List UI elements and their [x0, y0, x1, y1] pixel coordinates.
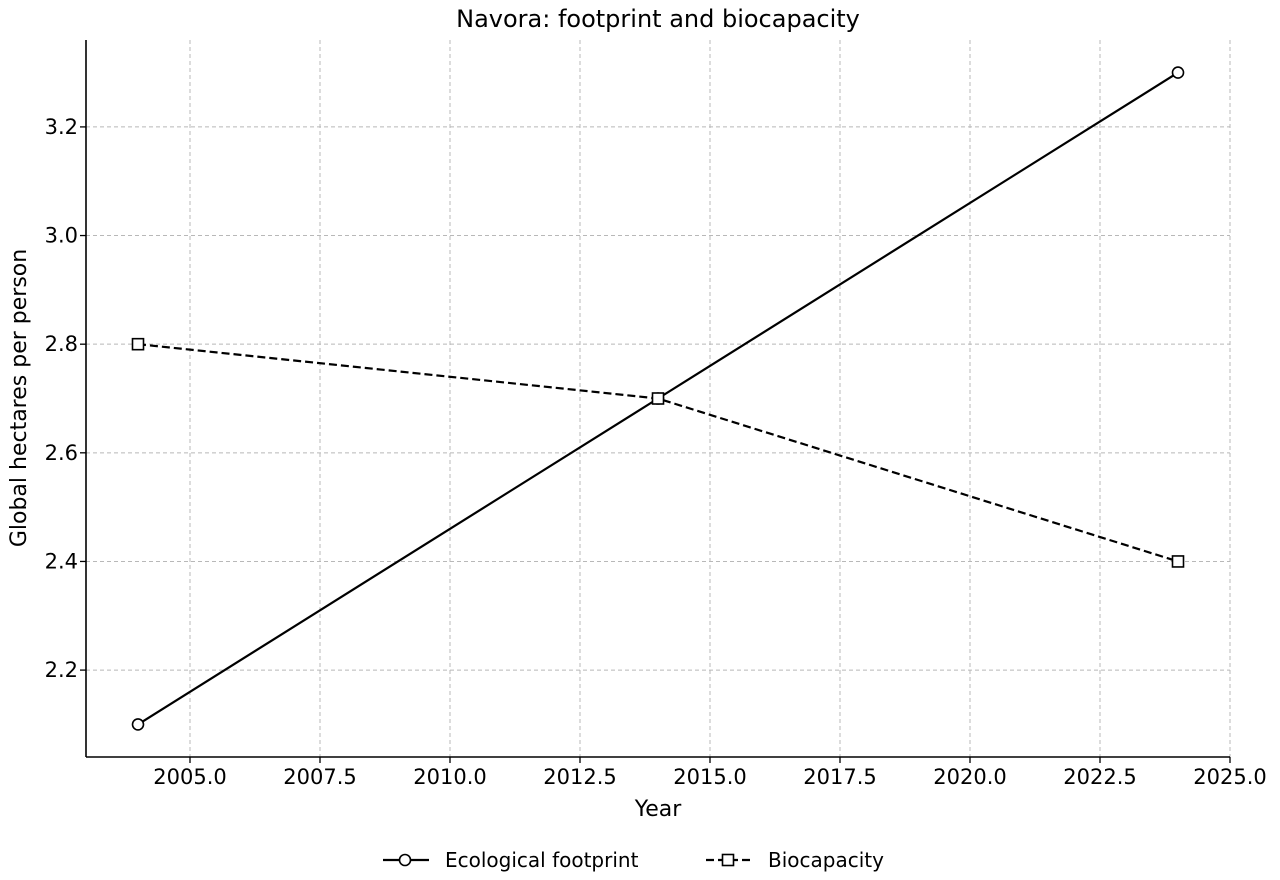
chart-title: Navora: footprint and biocapacity — [456, 5, 860, 33]
x-tick-label-0: 2005.0 — [153, 765, 226, 789]
y-tick-label-3: 2.8 — [45, 332, 78, 356]
series-layer — [131, 66, 1185, 731]
x-tick-label-2: 2010.0 — [413, 765, 486, 789]
series-1-point-2 — [1171, 555, 1185, 568]
y-tick-label-4: 3.0 — [45, 224, 78, 248]
legend-swatch-marker-1 — [721, 853, 735, 867]
legend-label-1: Biocapacity — [768, 848, 884, 872]
series-1-point-0 — [131, 337, 145, 351]
x-tick-label-5: 2017.5 — [803, 765, 876, 789]
y-tick-label-0: 2.2 — [45, 658, 78, 682]
series-0-point-0 — [131, 718, 145, 731]
ticks-layer: 2005.0 2007.5 2010.0 2012.5 2015.0 2017.5 2020… — [45, 115, 1267, 789]
grid-layer — [86, 40, 1231, 757]
x-axis-label: Year — [634, 797, 683, 822]
axis-layer — [85, 40, 1230, 758]
y-tick-label-1: 2.4 — [45, 549, 78, 573]
legend-entry-0: Ecological footprint — [383, 848, 639, 872]
legend-label-0: Ecological footprint — [445, 848, 639, 872]
x-tick-label-3: 2012.5 — [543, 765, 616, 789]
legend: Ecological footprint Biocapacity — [383, 848, 884, 872]
series-line-1 — [137, 343, 1179, 563]
x-tick-label-8: 2025.0 — [1193, 765, 1266, 789]
series-0-point-2 — [1171, 66, 1185, 79]
y-tick-label-5: 3.2 — [45, 115, 78, 139]
legend-swatch-marker-0 — [398, 853, 412, 867]
x-tick-label-4: 2015.0 — [673, 765, 746, 789]
series-1 — [131, 337, 1185, 568]
x-tick-label-6: 2020.0 — [933, 765, 1006, 789]
x-tick-label-7: 2022.5 — [1063, 765, 1136, 789]
y-tick-label-2: 2.6 — [45, 441, 78, 465]
y-axis-label: Global hectares per person — [7, 249, 32, 547]
x-tick-label-1: 2007.5 — [283, 765, 356, 789]
legend-entry-1: Biocapacity — [706, 848, 884, 872]
series-1-point-1 — [651, 392, 665, 405]
